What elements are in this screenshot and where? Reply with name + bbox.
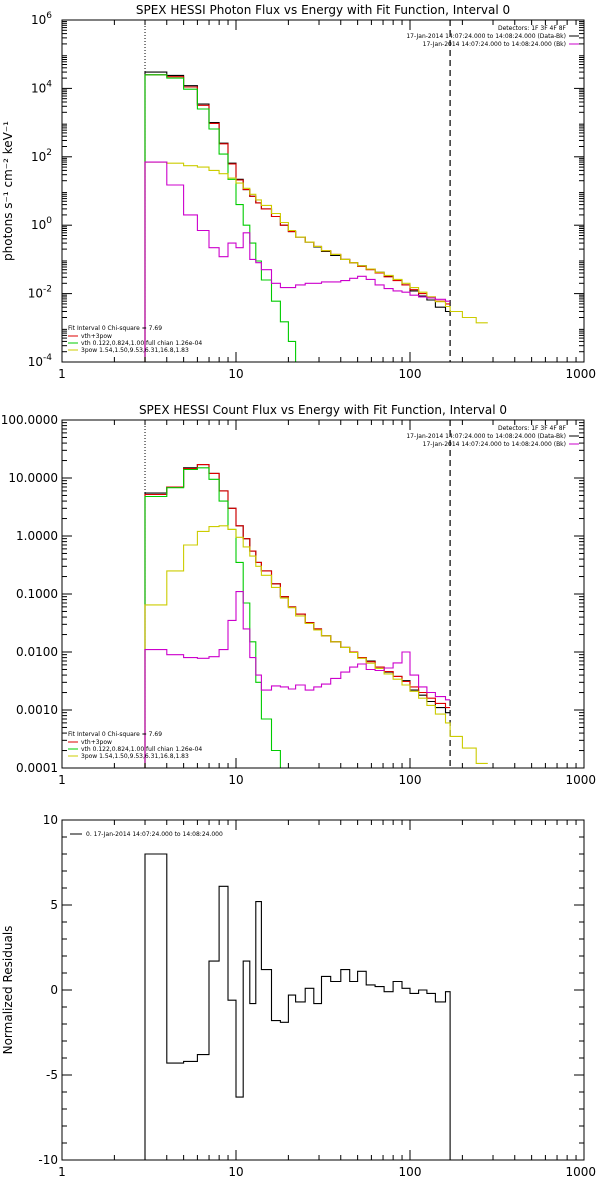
series-group xyxy=(144,71,488,362)
x-tick-label: 1000 xyxy=(565,773,596,787)
series-line-1 xyxy=(144,74,451,362)
y-tick-base: 10 xyxy=(28,355,43,369)
x-tick-label: 10 xyxy=(228,367,243,381)
y-tick-base: 10 xyxy=(31,13,46,27)
x-tick-label: 1 xyxy=(58,773,66,787)
y-tick-exponent: 6 xyxy=(46,11,52,21)
y-axis-label: photons s⁻¹ cm⁻² keV⁻¹ xyxy=(1,121,15,261)
y-tick-label: 106 xyxy=(31,11,52,27)
y-axis: -10 -5 0 5 10 xyxy=(38,813,584,1167)
y-tick-label: -5 xyxy=(46,1068,58,1082)
series-line-3 xyxy=(144,161,488,362)
chart-2: 1 10 100 1000 -10 -5 0 5 10 Normalized Residuals 0… xyxy=(1,813,596,1179)
legend-entry: 17-Jan-2014 14:07:24.000 to 14:08:24.000… xyxy=(406,433,566,440)
y-tick-label: -10 xyxy=(38,1153,58,1167)
series-group xyxy=(144,464,488,768)
x-tick-label: 100 xyxy=(399,1165,422,1179)
series-group xyxy=(144,853,451,1160)
y-tick-base: 10 xyxy=(28,287,43,301)
x-tick-label: 10 xyxy=(228,773,243,787)
plot-frame xyxy=(61,419,585,769)
x-tick-label: 10 xyxy=(228,1165,243,1179)
y-axis-label: Normalized Residuals xyxy=(1,926,15,1055)
y-tick-label: 0.0010 xyxy=(16,703,58,717)
legend-entry: Detectors: 1F 3F 4F 8F xyxy=(498,425,567,432)
x-tick-label: 1 xyxy=(58,1165,66,1179)
legend-entry: vth 0.122,0.824,1.00 full chian 1.26e-04 xyxy=(81,340,202,347)
y-tick-exponent: 4 xyxy=(46,79,52,89)
chart-title: SPEX HESSI Count Flux vs Energy with Fit… xyxy=(139,403,507,417)
x-tick-label: 1000 xyxy=(565,367,596,381)
x-tick-label: 1000 xyxy=(565,1165,596,1179)
legend-entry: vth+3pow xyxy=(81,333,112,340)
legend-entry: 3pow 1.54,1.50,9.53,6.31,16.8,1.83 xyxy=(81,347,189,354)
series-line-4 xyxy=(144,591,451,768)
legend: 0. 17-Jan-2014 14:07:24.000 to 14:08:24.… xyxy=(70,831,223,838)
y-tick-label: 10-2 xyxy=(28,285,52,301)
y-tick-label: 10-4 xyxy=(28,353,53,369)
legend-entry: 3pow 1.54,1.50,9.53,6.31,16.8,1.83 xyxy=(81,753,189,760)
y-tick-label: 0 xyxy=(50,983,58,997)
y-tick-label: 1.0000 xyxy=(16,529,58,543)
legend-entry: 17-Jan-2014 14:07:24.000 to 14:08:24.000… xyxy=(423,441,566,448)
y-tick-label: 100.0000 xyxy=(1,413,58,427)
x-axis: 1 10 100 1000 xyxy=(58,20,596,381)
y-tick-label: 0.0100 xyxy=(16,645,58,659)
legend-fit-title: Fit Interval 0 Chi-square = 7.69 xyxy=(68,731,162,738)
y-tick-label: 100 xyxy=(31,216,52,232)
y-tick-label: 5 xyxy=(50,898,58,912)
y-tick-exponent: -2 xyxy=(43,285,52,295)
y-tick-label: 0.0001 xyxy=(16,761,58,775)
y-tick-base: 10 xyxy=(31,81,46,95)
series-line-0 xyxy=(144,71,451,362)
y-tick-label: 10.0000 xyxy=(8,471,58,485)
y-tick-base: 10 xyxy=(31,218,46,232)
y-axis: 0.0001 0.0010 0.0100 0.1000 1.0000 10.0000 100… xyxy=(1,413,584,775)
y-tick-base: 10 xyxy=(31,150,46,164)
chart-1: SPEX HESSI Count Flux vs Energy with Fit… xyxy=(1,403,596,787)
y-tick-exponent: -4 xyxy=(43,353,52,363)
legend-entry: 0. 17-Jan-2014 14:07:24.000 to 14:08:24.… xyxy=(86,831,223,838)
chart-title: SPEX HESSI Photon Flux vs Energy with Fi… xyxy=(136,3,510,17)
plot-frame xyxy=(61,19,585,363)
legend-entry: vth 0.122,0.824,1.00 full chian 1.26e-04 xyxy=(81,746,202,753)
x-tick-label: 100 xyxy=(399,773,422,787)
y-tick-exponent: 0 xyxy=(46,216,52,226)
series-line-2 xyxy=(144,74,451,362)
legend-fit-title: Fit Interval 0 Chi-square = 7.69 xyxy=(68,325,162,332)
series-line-0 xyxy=(144,853,451,1160)
y-tick-label: 10 xyxy=(43,813,58,827)
x-tick-label: 1 xyxy=(58,367,66,381)
x-axis: 1 10 100 1000 xyxy=(58,820,596,1179)
x-axis: 1 10 100 1000 xyxy=(58,420,596,787)
legend-entry: 17-Jan-2014 14:07:24.000 to 14:08:24.000… xyxy=(406,33,566,40)
chart-0: SPEX HESSI Photon Flux vs Energy with Fi… xyxy=(1,3,596,381)
plot-frame xyxy=(61,819,585,1161)
legend-entry: Detectors: 1F 3F 4F 8F xyxy=(498,25,567,32)
legend-entry: 17-Jan-2014 14:07:24.000 to 14:08:24.000… xyxy=(423,41,566,48)
series-line-4 xyxy=(144,161,451,362)
series-line-2 xyxy=(144,467,451,768)
y-tick-label: 0.1000 xyxy=(16,587,58,601)
legend-entry: vth+3pow xyxy=(81,739,112,746)
y-tick-label: 102 xyxy=(31,148,52,164)
x-tick-label: 100 xyxy=(399,367,422,381)
y-tick-label: 104 xyxy=(31,79,52,95)
y-tick-exponent: 2 xyxy=(46,148,52,158)
series-line-3 xyxy=(144,525,488,768)
